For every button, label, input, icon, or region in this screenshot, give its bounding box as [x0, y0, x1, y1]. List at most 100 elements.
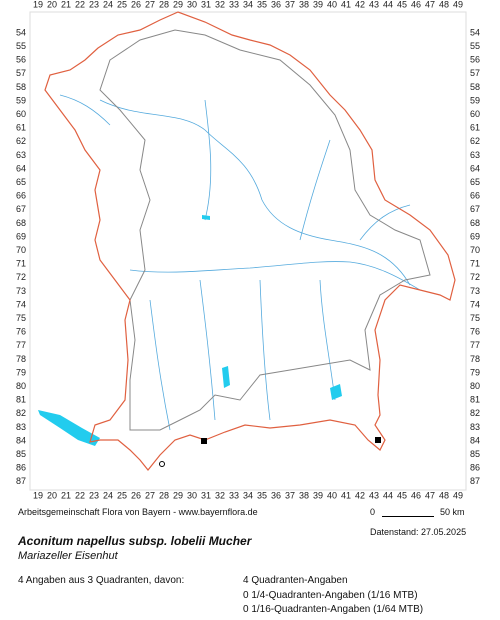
- row-label: 75: [16, 313, 26, 323]
- column-label: 41: [341, 490, 351, 500]
- row-label: 72: [470, 272, 480, 282]
- column-label: 31: [201, 0, 211, 9]
- row-label: 74: [470, 299, 480, 309]
- scale-bar: [382, 516, 434, 517]
- column-label: 33: [229, 490, 239, 500]
- column-label: 43: [369, 0, 379, 9]
- column-label: 48: [439, 490, 449, 500]
- row-label: 69: [470, 231, 480, 241]
- column-label: 47: [425, 0, 435, 9]
- column-label: 29: [173, 0, 183, 9]
- column-label: 41: [341, 0, 351, 9]
- row-label: 70: [16, 245, 26, 255]
- row-label: 70: [470, 245, 480, 255]
- row-label: 85: [16, 449, 26, 459]
- column-label: 48: [439, 0, 449, 9]
- column-label: 31: [201, 490, 211, 500]
- column-label: 21: [61, 490, 71, 500]
- column-label: 43: [369, 490, 379, 500]
- row-label: 57: [16, 68, 26, 78]
- row-label: 77: [16, 340, 26, 350]
- row-label: 86: [16, 463, 26, 473]
- row-label: 61: [470, 123, 480, 133]
- row-label: 81: [16, 395, 26, 405]
- column-label: 27: [145, 0, 155, 9]
- column-label: 30: [187, 490, 197, 500]
- column-label: 37: [285, 0, 295, 9]
- common-name: Mariazeller Eisenhut: [18, 550, 118, 562]
- column-label: 45: [397, 490, 407, 500]
- count: 4 Quadranten-Angaben: [243, 575, 348, 586]
- row-label: 65: [16, 177, 26, 187]
- lakes: [38, 215, 342, 446]
- record-marker: [375, 437, 381, 443]
- row-label: 84: [16, 435, 26, 445]
- row-label: 56: [16, 55, 26, 65]
- column-label: 26: [131, 490, 141, 500]
- state-border: [44, 11, 456, 471]
- row-label: 80: [16, 381, 26, 391]
- row-label: 66: [16, 191, 26, 201]
- column-label: 24: [103, 0, 113, 9]
- record-marker: [159, 461, 165, 467]
- column-label: 25: [117, 490, 127, 500]
- scale-label: 50 km: [440, 507, 465, 517]
- row-label: 60: [470, 109, 480, 119]
- column-label: 35: [257, 490, 267, 500]
- record-marker: [201, 438, 207, 444]
- row-label: 60: [16, 109, 26, 119]
- row-label: 72: [16, 272, 26, 282]
- row-label: 57: [470, 68, 480, 78]
- column-label: 30: [187, 0, 197, 9]
- row-label: 55: [470, 41, 480, 51]
- grid-labels: 19 19 20 20 21 21 22 22 23 23 24 24 25 25 26 26 27 27 28 28…: [16, 0, 480, 500]
- row-label: 58: [16, 82, 26, 92]
- column-label: 23: [89, 0, 99, 9]
- row-label: 76: [470, 327, 480, 337]
- row-label: 63: [16, 150, 26, 160]
- row-label: 69: [16, 231, 26, 241]
- column-label: 33: [229, 0, 239, 9]
- row-label: 67: [16, 204, 26, 214]
- row-label: 63: [470, 150, 480, 160]
- column-label: 46: [411, 490, 421, 500]
- column-label: 44: [383, 490, 393, 500]
- row-label: 78: [470, 354, 480, 364]
- column-label: 21: [61, 0, 71, 9]
- column-label: 26: [131, 0, 141, 9]
- column-label: 44: [383, 0, 393, 9]
- column-label: 20: [47, 0, 57, 9]
- column-label: 42: [355, 490, 365, 500]
- column-label: 24: [103, 490, 113, 500]
- row-label: 79: [16, 367, 26, 377]
- column-label: 37: [285, 490, 295, 500]
- row-label: 71: [16, 259, 26, 269]
- row-label: 82: [16, 408, 26, 418]
- column-label: 20: [47, 490, 57, 500]
- row-label: 61: [16, 123, 26, 133]
- rivers: [59, 94, 421, 431]
- row-label: 67: [470, 204, 480, 214]
- row-label: 73: [16, 286, 26, 296]
- column-label: 19: [33, 0, 43, 9]
- column-label: 27: [145, 490, 155, 500]
- row-label: 85: [470, 449, 480, 459]
- species-name: Aconitum napellus subsp. lobelii Mucher: [18, 534, 252, 548]
- row-label: 59: [470, 95, 480, 105]
- row-label: 62: [16, 136, 26, 146]
- row-label: 76: [16, 327, 26, 337]
- row-label: 79: [470, 367, 480, 377]
- column-label: 46: [411, 0, 421, 9]
- row-label: 78: [16, 354, 26, 364]
- row-label: 75: [470, 313, 480, 323]
- row-label: 74: [16, 299, 26, 309]
- row-label: 81: [470, 395, 480, 405]
- column-label: 39: [313, 490, 323, 500]
- column-label: 29: [173, 490, 183, 500]
- column-label: 22: [75, 490, 85, 500]
- row-label: 54: [16, 27, 26, 37]
- summary: 4 Angaben aus 3 Quadranten, davon:: [18, 575, 185, 586]
- row-label: 62: [470, 136, 480, 146]
- column-label: 40: [327, 0, 337, 9]
